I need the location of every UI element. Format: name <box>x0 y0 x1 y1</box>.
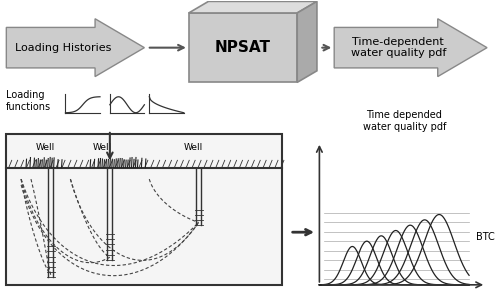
Text: BTC: BTC <box>476 232 494 242</box>
Text: Well: Well <box>184 142 204 152</box>
Text: Loading Histories: Loading Histories <box>15 43 111 53</box>
Text: Time depended
water quality pdf: Time depended water quality pdf <box>363 110 446 131</box>
Polygon shape <box>6 19 144 77</box>
Polygon shape <box>188 13 297 82</box>
Text: Well: Well <box>93 142 112 152</box>
Polygon shape <box>334 19 487 77</box>
Text: Loading
functions: Loading functions <box>6 90 52 112</box>
Polygon shape <box>297 1 317 82</box>
Bar <box>6 134 282 285</box>
Text: NPSAT: NPSAT <box>215 40 271 55</box>
Polygon shape <box>188 1 317 13</box>
Text: Time-dependent
water quality pdf: Time-dependent water quality pdf <box>350 37 446 58</box>
Text: Well: Well <box>36 142 56 152</box>
